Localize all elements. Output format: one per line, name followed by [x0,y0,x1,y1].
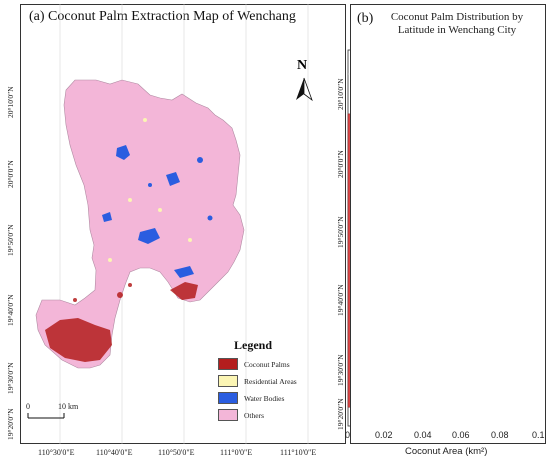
chart-x-tick-0: 0 [345,430,351,440]
chart-y-tick-4: 19°40'0"N [336,284,345,316]
chart-title: Coconut Palm Distribution by Latitude in… [373,11,541,37]
legend-swatch-water [218,392,238,404]
residential-areas [108,118,192,262]
map-lat-label-1: 20°10'0"N [6,86,15,118]
legend-swatch-residential [218,375,238,387]
legend-label-others: Others [244,410,264,420]
map-lat-label-4: 19°40'0"N [6,294,15,326]
coconut-palm-areas [45,282,198,362]
map-lat-label-2: 20°0'0"N [6,160,15,188]
legend-item-coconut: Coconut Palms [218,358,322,370]
legend-label-residential: Residential Areas [244,376,297,386]
water-bodies [102,145,213,278]
legend-title: Legend [234,338,273,352]
chart-x-tick-5: 0.1 [532,430,545,440]
legend-swatch-coconut [218,358,238,370]
legend-label-water: Water Bodies [244,393,285,403]
map-lon-label-2: 110°40'0"E [96,448,133,457]
map-lon-label-1: 110°30'0"E [38,448,75,457]
chart-x-tick-1: 0.02 [375,430,393,440]
chart-x-tick-3: 0.06 [452,430,470,440]
scale-label-end: 10 km [58,402,79,411]
map-lon-label-4: 111°0'0"E [220,448,253,457]
map-lat-label-3: 19°50'0"N [6,224,15,256]
chart-y-tick-5: 19°30'0"N [336,354,345,386]
map-lat-label-5: 19°30'0"N [6,362,15,394]
north-label: N [297,58,308,73]
chart-panel-letter: (b) [357,11,374,26]
map-title: (a) Coconut Palm Extraction Map of Wench… [29,9,296,24]
chart-title-line1: Coconut Palm Distribution by [390,11,524,23]
legend-swatch-others [218,409,238,421]
legend-item-water: Water Bodies [218,392,322,404]
map-panel: (a) Coconut Palm Extraction Map of Wench… [20,4,346,444]
map-lon-label-3: 110°50'0"E [158,448,195,457]
map-legend: Legend Coconut Palms Residential Areas W… [218,338,322,421]
legend-item-residential: Residential Areas [218,375,322,387]
map-lon-label-5: 111°10'0"E [280,448,317,457]
legend-label-coconut: Coconut Palms [244,359,290,369]
scale-bar [27,413,65,419]
chart-y-tick-2: 20°0'0"N [336,150,345,178]
legend-item-others: Others [218,409,322,421]
chart-panel: (b) Coconut Palm Distribution by Latitud… [350,4,546,444]
chart-x-tick-2: 0.04 [414,430,432,440]
chart-y-tick-6: 19°20'0"N [336,398,345,430]
map-lat-label-6: 19°20'0"N [6,408,15,440]
chart-y-tick-3: 19°50'0"N [336,216,345,248]
chart-x-tick-4: 0.08 [491,430,509,440]
chart-title-line2: Latitude in Wenchang City [397,24,517,36]
north-arrow [296,77,313,102]
chart-x-axis-label: Coconut Area (km²) [405,446,488,457]
scale-label-start: 0 [26,402,30,411]
chart-y-tick-1: 20°10'0"N [336,78,345,110]
